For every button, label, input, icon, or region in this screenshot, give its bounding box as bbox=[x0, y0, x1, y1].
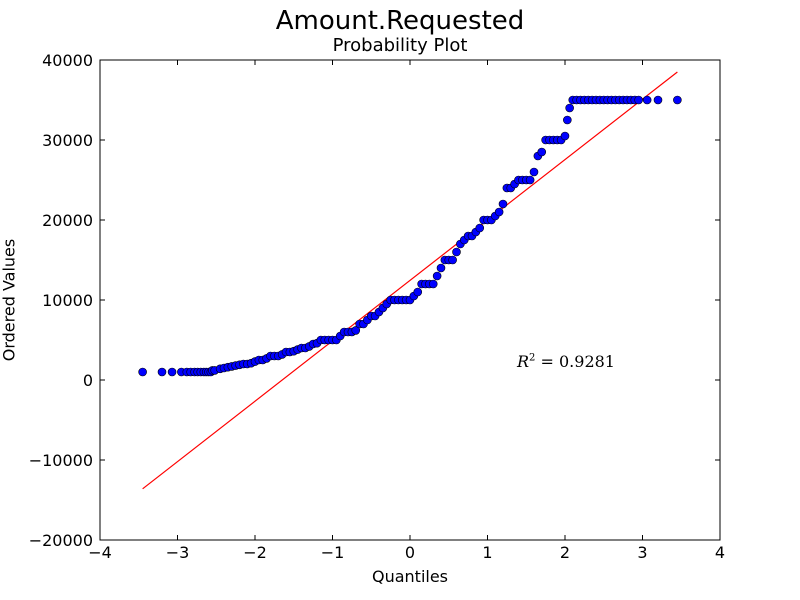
data-point bbox=[634, 95, 643, 105]
data-point bbox=[351, 326, 361, 335]
data-point bbox=[428, 279, 438, 289]
data-point bbox=[138, 367, 147, 377]
data-point bbox=[673, 95, 682, 105]
data-point bbox=[653, 95, 663, 105]
x-tick-label: −2 bbox=[243, 543, 267, 562]
data-point bbox=[452, 247, 461, 257]
data-point bbox=[413, 287, 423, 297]
r-squared-annotation: R2 = 0.9281 bbox=[517, 352, 615, 371]
scatter-points-layer bbox=[138, 95, 682, 377]
x-tick-label: −1 bbox=[321, 543, 345, 562]
chart-subtitle: Probability Plot bbox=[332, 35, 468, 56]
x-axis-label: Quantiles bbox=[371, 567, 449, 586]
data-point bbox=[157, 367, 167, 377]
y-tick-label: −20000 bbox=[29, 531, 93, 550]
data-point bbox=[436, 263, 446, 273]
data-point bbox=[642, 95, 652, 105]
data-point bbox=[448, 255, 457, 265]
y-tick-label: 30000 bbox=[42, 131, 93, 150]
ticks-layer: −4 −3 −2 −1 0 1 2 3 4 −20000 −10000 0 10000 20000 3000… bbox=[29, 51, 725, 562]
y-axis-label: Ordered Values bbox=[0, 238, 19, 362]
data-point bbox=[475, 223, 485, 233]
data-point bbox=[498, 199, 508, 209]
x-tick-label: −3 bbox=[166, 543, 190, 562]
y-tick-label: 20000 bbox=[42, 211, 93, 230]
chart-title: Amount.Requested bbox=[275, 6, 525, 36]
fit-line bbox=[142, 71, 678, 490]
y-tick-label: 10000 bbox=[42, 291, 93, 310]
r-squared-symbol: R bbox=[517, 352, 530, 371]
x-tick-label: 0 bbox=[405, 543, 415, 562]
fit-line-layer bbox=[142, 71, 678, 490]
data-point bbox=[432, 271, 442, 281]
r-squared-exponent: 2 bbox=[529, 352, 536, 364]
y-tick-label: 40000 bbox=[42, 51, 93, 70]
data-point bbox=[560, 131, 570, 141]
data-point bbox=[167, 367, 177, 377]
x-tick-label: 3 bbox=[637, 543, 647, 562]
data-point bbox=[563, 115, 572, 125]
data-point bbox=[525, 175, 535, 185]
data-point bbox=[529, 167, 539, 177]
x-tick-label: −4 bbox=[88, 543, 112, 562]
x-tick-label: 1 bbox=[482, 543, 492, 562]
y-tick-label: −10000 bbox=[29, 451, 93, 470]
y-tick-label: 0 bbox=[83, 371, 93, 390]
data-point bbox=[494, 207, 504, 217]
r-squared-value: = 0.9281 bbox=[535, 352, 615, 371]
x-tick-label: 4 bbox=[715, 543, 725, 562]
data-point bbox=[537, 147, 547, 157]
data-point bbox=[565, 103, 574, 113]
x-tick-label: 2 bbox=[560, 543, 570, 562]
